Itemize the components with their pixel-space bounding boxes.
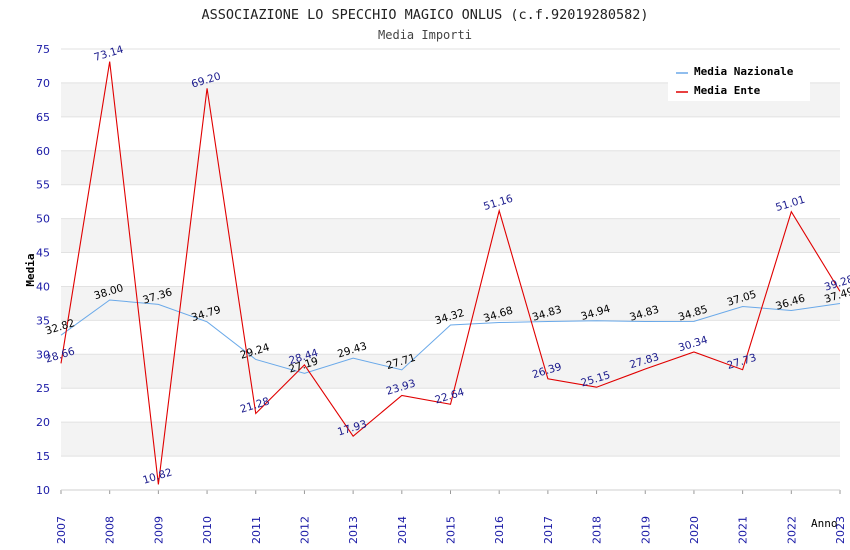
x-tick-label: 2016 [493,516,506,544]
x-tick-label: 2013 [347,516,360,544]
legend-label-nazionale: Media Nazionale [694,65,794,78]
y-tick-label: 75 [36,43,50,56]
grid-band [61,422,840,457]
x-tick-label: 2008 [104,516,117,544]
y-tick-label: 15 [36,450,50,463]
y-tick-label: 25 [36,382,50,395]
grid-band [61,286,840,321]
legend-label-ente: Media Ente [694,84,761,97]
y-tick-label: 40 [36,280,50,293]
x-tick-label: 2022 [785,516,798,544]
chart-subtitle: Media Importi [378,28,472,42]
x-tick-label: 2017 [542,516,555,544]
x-axis-ticks: 2007 2008 2009 2010 2011 2012 2013 2014 2015 2016… [55,516,847,544]
x-tick-label: 2014 [396,516,409,544]
grid-band [61,354,840,389]
grid-band [61,184,840,219]
grid-band [61,116,840,151]
y-tick-label: 20 [36,416,50,429]
x-tick-label: 2020 [688,516,701,544]
y-tick-label: 35 [36,314,50,327]
x-tick-label: 2023 [834,516,847,544]
y-tick-label: 60 [36,145,50,158]
x-tick-label: 2015 [445,516,458,544]
series-line-ente [60,61,841,485]
x-tick-label: 2021 [737,516,750,544]
x-tick-label: 2012 [298,516,311,544]
x-tick-label: 2007 [55,516,68,544]
x-tick-label: 2011 [250,516,263,544]
grid-band [61,218,840,253]
x-axis-label: Anno [811,517,838,530]
y-tick-label: 70 [36,77,50,90]
y-tick-label: 65 [36,111,50,124]
grid-band [61,388,840,423]
grid-band [61,456,840,490]
series-line-nazionale [60,299,841,374]
y-tick-label: 45 [36,247,50,260]
x-tick-label: 2009 [152,516,165,544]
y-axis-label: Media [24,253,37,286]
y-tick-label: 10 [36,484,50,497]
y-tick-label: 30 [36,348,50,361]
x-tick-label: 2018 [591,516,604,544]
series-lines [60,61,841,485]
grid-band [61,252,840,287]
x-tick-label: 2010 [201,516,214,544]
x-tick-label: 2019 [639,516,652,544]
legend: Media Nazionale Media Ente [668,57,810,101]
y-axis-ticks: 10 15 20 25 30 35 40 45 50 55 60 65 70 75 [36,43,50,497]
chart-title: ASSOCIAZIONE LO SPECCHIO MAGICO ONLUS (c… [201,7,648,23]
grid-band [61,320,840,355]
y-tick-label: 50 [36,213,50,226]
grid-bands [60,48,841,494]
y-tick-label: 55 [36,179,50,192]
grid-band [61,150,840,185]
legend-box [668,57,810,101]
